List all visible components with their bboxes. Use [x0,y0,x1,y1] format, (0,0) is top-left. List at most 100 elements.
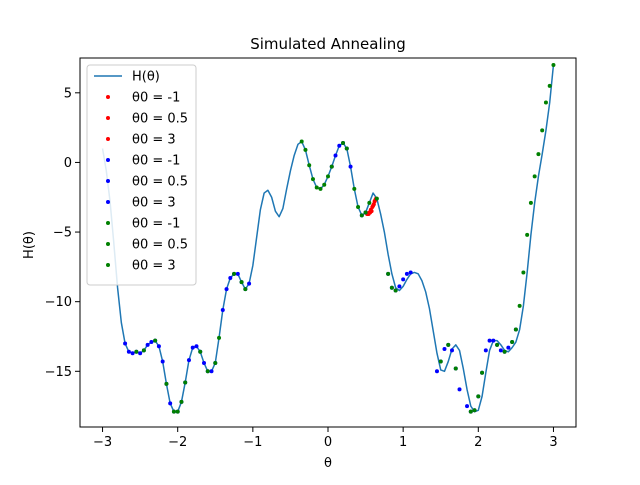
data-point [307,163,312,168]
data-point [205,369,210,374]
data-point [160,359,165,364]
data-point [348,164,353,169]
data-point [341,140,346,145]
legend-label: θ0 = 3 [132,133,176,148]
data-point [502,349,507,354]
data-point [517,303,522,308]
data-point [141,348,146,353]
data-point [483,348,488,353]
data-point [220,308,225,313]
data-point [397,284,402,289]
x-tick-label: 0 [324,435,332,450]
y-tick-label: −10 [45,295,72,310]
data-point [480,370,485,375]
data-point [352,186,357,191]
data-point [232,271,237,276]
data-point [209,369,214,374]
data-point [510,340,515,345]
legend-point-swatch [106,200,110,204]
data-point [506,345,511,350]
data-point [202,360,206,365]
data-point [532,174,537,179]
legend-point-swatch [106,263,110,267]
y-tick-label: 0 [64,156,72,171]
y-tick-label: −5 [53,226,72,241]
data-point [247,281,252,286]
data-point [386,271,391,276]
data-point [442,347,447,352]
y-tick-label: 5 [64,86,72,101]
data-point [551,62,556,67]
data-point [540,128,545,133]
y-tick-label: −15 [45,365,72,380]
data-point [149,340,154,345]
data-point [326,174,330,179]
data-point [401,277,406,282]
data-point [374,196,379,201]
data-point [446,342,451,347]
legend-label: θ0 = -1 [132,91,180,106]
data-point [547,83,552,88]
data-point [123,341,128,346]
legend: H(θ) θ0 = -1 θ0 = 0.5 θ0 = 3 θ0 = -1 θ0 = 0.5… [86,64,197,286]
data-point [179,399,184,404]
x-tick-label: −3 [93,435,112,450]
data-point [171,409,176,414]
data-point [487,338,492,343]
series-points-2 [366,202,376,216]
x-tick-label: −2 [168,435,187,450]
data-point [153,338,158,343]
data-point [359,213,364,218]
x-tick-label: 1 [399,435,407,450]
series-points-6 [134,139,334,414]
series-points-7 [341,140,507,414]
legend-point-swatch [106,179,110,183]
data-point [495,342,500,347]
legend-point-swatch [106,221,110,225]
data-point [472,408,477,413]
data-point [408,270,413,275]
data-point [322,182,327,187]
data-point [183,380,188,385]
x-tick-label: 2 [474,435,482,450]
data-point [239,280,244,285]
data-point [213,360,218,365]
data-point [525,232,530,237]
data-point [356,204,361,209]
data-point [134,349,139,354]
data-point [138,351,143,356]
data-point [217,335,222,340]
data-point [228,276,233,281]
data-point [333,153,338,158]
legend-point-swatch [106,95,110,99]
legend-label: θ0 = 3 [132,196,176,211]
y-axis-label: H(θ) [22,231,37,259]
data-point [369,209,374,214]
data-point [450,348,454,353]
legend-point-swatch [106,158,110,162]
data-point [393,288,398,293]
x-axis-label: θ [324,456,332,471]
data-point [513,327,518,332]
data-point [186,358,191,363]
data-point [404,271,409,276]
legend-label: θ0 = -1 [132,154,180,169]
legend-point-swatch [106,116,110,120]
data-point [491,338,496,343]
plot-area: −3 −2 −1 0 1 2 3−15−10−505 [45,57,577,450]
legend-label: θ0 = 3 [132,259,176,274]
legend-label: θ0 = 0.5 [132,112,188,127]
legend-label: H(θ) [132,70,160,85]
series-points-8 [510,62,556,345]
data-point [130,351,135,356]
legend-label: θ0 = 0.5 [132,175,188,190]
data-point [528,200,533,205]
data-point [367,200,372,205]
data-point [389,285,394,290]
data-point [224,287,229,292]
data-point [371,202,376,207]
data-point [299,139,304,144]
data-point [168,401,173,406]
